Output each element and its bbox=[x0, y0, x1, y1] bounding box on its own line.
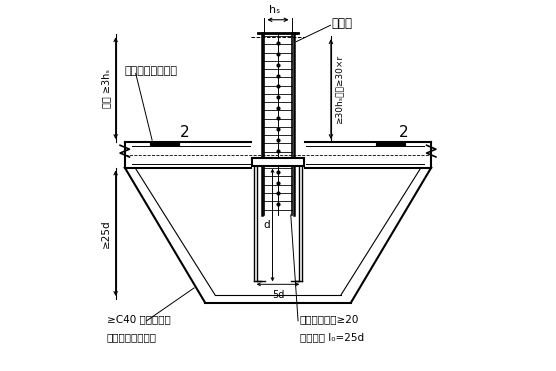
Text: 2: 2 bbox=[399, 125, 409, 140]
Text: 钢筋混凝土地基梁: 钢筋混凝土地基梁 bbox=[125, 66, 178, 76]
Text: ≥25d: ≥25d bbox=[101, 219, 111, 247]
Text: 锚栓公称直径≥20: 锚栓公称直径≥20 bbox=[300, 314, 359, 324]
Text: ≥30hₛ，且≥30×r: ≥30hₛ，且≥30×r bbox=[335, 55, 344, 124]
Text: 5d: 5d bbox=[272, 290, 284, 300]
Text: ≥C40 无收缩细石: ≥C40 无收缩细石 bbox=[107, 314, 170, 324]
Bar bbox=[251, 158, 305, 166]
Text: 埋深 ≥3hₛ: 埋深 ≥3hₛ bbox=[101, 69, 111, 108]
Text: 柱型钢: 柱型钢 bbox=[331, 17, 352, 30]
Text: 混凝土或铁屑砂浆: 混凝土或铁屑砂浆 bbox=[107, 332, 156, 342]
Text: hₛ: hₛ bbox=[269, 6, 280, 15]
Text: d: d bbox=[263, 220, 270, 230]
Text: 锚固长度 l₀=25d: 锚固长度 l₀=25d bbox=[300, 332, 364, 342]
Text: 2: 2 bbox=[180, 125, 190, 140]
